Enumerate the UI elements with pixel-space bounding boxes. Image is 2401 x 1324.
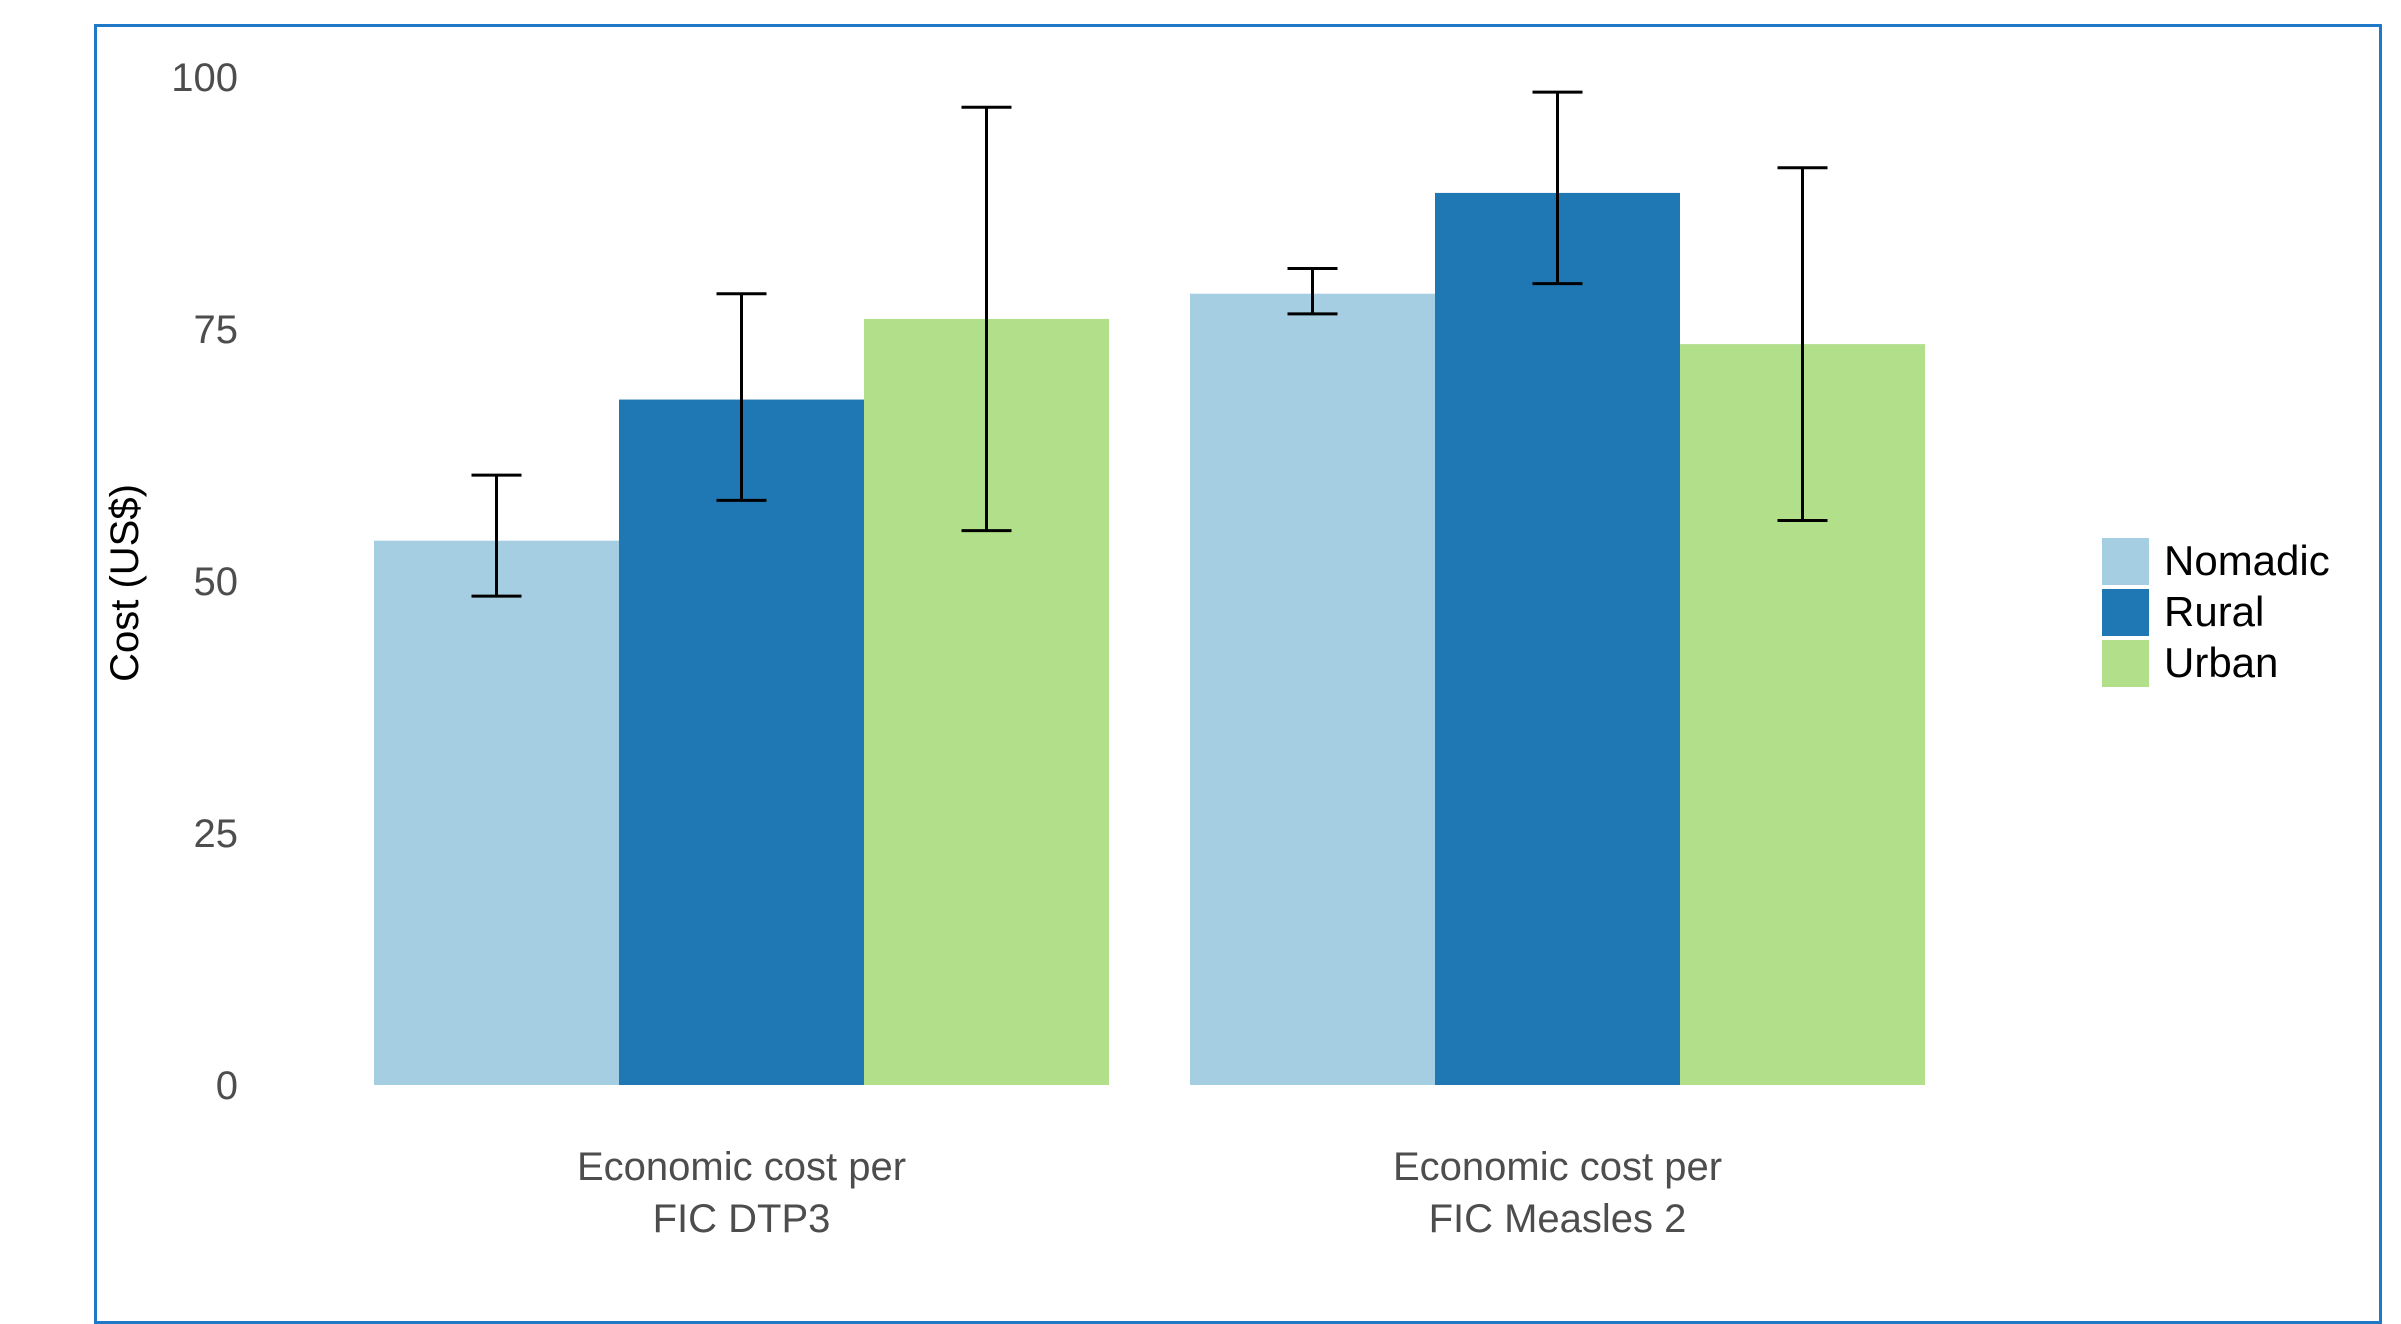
y-tick-label: 75 — [194, 308, 239, 352]
y-axis-title: Cost (US$) — [103, 484, 147, 682]
error-bars-layer — [471, 90, 1828, 598]
legend-swatch-rural — [2102, 589, 2149, 636]
bar-rural-2 — [1435, 192, 1680, 1086]
y-tick-label: 0 — [216, 1064, 238, 1108]
legend-label-rural: Rural — [2164, 588, 2264, 635]
bars-layer — [374, 192, 1925, 1086]
legend-swatch-urban — [2102, 640, 2149, 687]
error-bar-rural-2 — [1532, 90, 1583, 286]
bar-nomadic-2 — [1190, 293, 1435, 1086]
y-tick-label: 100 — [171, 56, 238, 100]
error-bar-nomadic-1 — [471, 473, 522, 598]
x-tick-label: Economic cost per FIC DTP3 — [577, 1145, 906, 1241]
error-bar-urban-1 — [961, 105, 1012, 533]
y-axis: 0 25 50 75 100 — [171, 56, 238, 1108]
bar-rural-1 — [619, 399, 864, 1085]
y-tick-label: 50 — [194, 560, 239, 604]
error-bar-urban-2 — [1777, 166, 1828, 523]
error-bar-nomadic-2 — [1287, 267, 1338, 316]
legend-label-nomadic: Nomadic — [2164, 537, 2330, 584]
x-tick-label: Economic cost per FIC Measles 2 — [1393, 1145, 1722, 1241]
bar-nomadic-1 — [374, 540, 619, 1085]
x-axis: Economic cost per FIC DTP3 Economic cost p… — [577, 1145, 1722, 1241]
y-tick-label: 25 — [194, 812, 239, 856]
legend-swatch-nomadic — [2102, 538, 2149, 585]
legend-label-urban: Urban — [2164, 639, 2278, 686]
error-bar-rural-1 — [716, 292, 767, 502]
